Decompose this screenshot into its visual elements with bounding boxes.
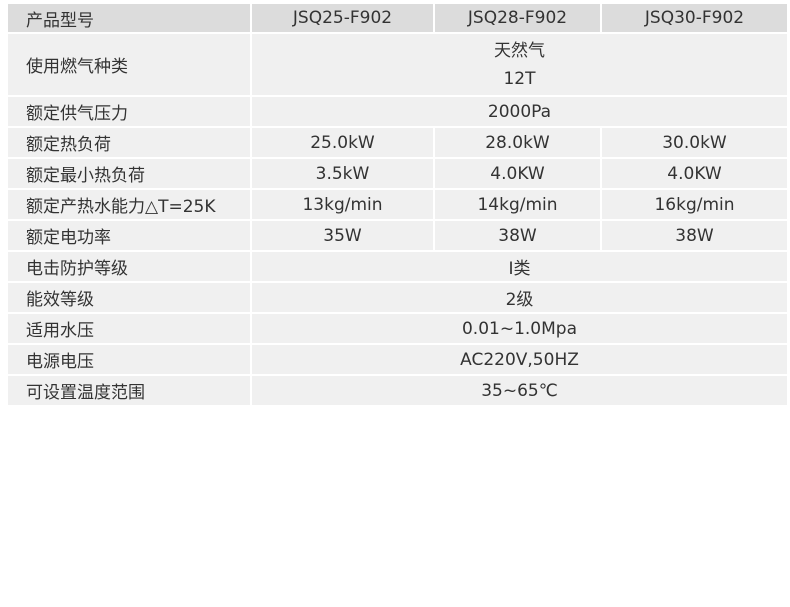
row-value: 30.0kW — [600, 126, 789, 159]
table-row: 额定电功率 35W 38W 38W — [6, 219, 789, 252]
row-value: 38W — [600, 219, 789, 252]
row-label: 电源电压 — [6, 343, 252, 376]
row-label: 适用水压 — [6, 312, 252, 345]
model-3: JSQ30-F902 — [600, 4, 789, 34]
row-value: 14kg/min — [433, 188, 602, 221]
table-row: 能效等级 2级 — [6, 281, 789, 314]
row-value: 25.0kW — [250, 126, 435, 159]
row-label: 电击防护等级 — [6, 250, 252, 283]
row-label: 可设置温度范围 — [6, 374, 252, 407]
gas-type: 天然气 — [494, 40, 545, 61]
row-value: 38W — [433, 219, 602, 252]
row-label: 额定最小热负荷 — [6, 157, 252, 190]
header-label: 产品型号 — [6, 4, 252, 34]
model-1: JSQ25-F902 — [250, 4, 435, 34]
row-label: 额定产热水能力△T=25K — [6, 188, 252, 221]
row-label: 额定供气压力 — [6, 95, 252, 128]
model-2: JSQ28-F902 — [433, 4, 602, 34]
row-label: 使用燃气种类 — [6, 32, 252, 97]
table-row: 电源电压 AC220V,50HZ — [6, 343, 789, 376]
row-value: 16kg/min — [600, 188, 789, 221]
row-value: Ⅰ类 — [250, 250, 789, 283]
table-row: 额定热负荷 25.0kW 28.0kW 30.0kW — [6, 126, 789, 159]
spec-table: 产品型号 JSQ25-F902 JSQ28-F902 JSQ30-F902 使用… — [6, 4, 789, 407]
gas-value: 天然气 12T — [250, 32, 789, 97]
table-row: 电击防护等级 Ⅰ类 — [6, 250, 789, 283]
table-row: 额定供气压力 2000Pa — [6, 95, 789, 128]
row-value: 4.0KW — [600, 157, 789, 190]
row-value: AC220V,50HZ — [250, 343, 789, 376]
row-value: 4.0KW — [433, 157, 602, 190]
row-value: 3.5kW — [250, 157, 435, 190]
row-value: 13kg/min — [250, 188, 435, 221]
table-row: 额定产热水能力△T=25K 13kg/min 14kg/min 16kg/min — [6, 188, 789, 221]
row-label: 能效等级 — [6, 281, 252, 314]
table-header-row: 产品型号 JSQ25-F902 JSQ28-F902 JSQ30-F902 — [6, 4, 789, 34]
table-row: 使用燃气种类 天然气 12T — [6, 32, 789, 97]
row-value: 2000Pa — [250, 95, 789, 128]
row-value: 35~65℃ — [250, 374, 789, 407]
table-row: 额定最小热负荷 3.5kW 4.0KW 4.0KW — [6, 157, 789, 190]
row-label: 额定热负荷 — [6, 126, 252, 159]
table-row: 适用水压 0.01~1.0Mpa — [6, 312, 789, 345]
row-label: 额定电功率 — [6, 219, 252, 252]
row-value: 0.01~1.0Mpa — [250, 312, 789, 345]
row-value: 2级 — [250, 281, 789, 314]
row-value: 28.0kW — [433, 126, 602, 159]
row-value: 35W — [250, 219, 435, 252]
table-row: 可设置温度范围 35~65℃ — [6, 374, 789, 407]
gas-code: 12T — [503, 68, 536, 89]
